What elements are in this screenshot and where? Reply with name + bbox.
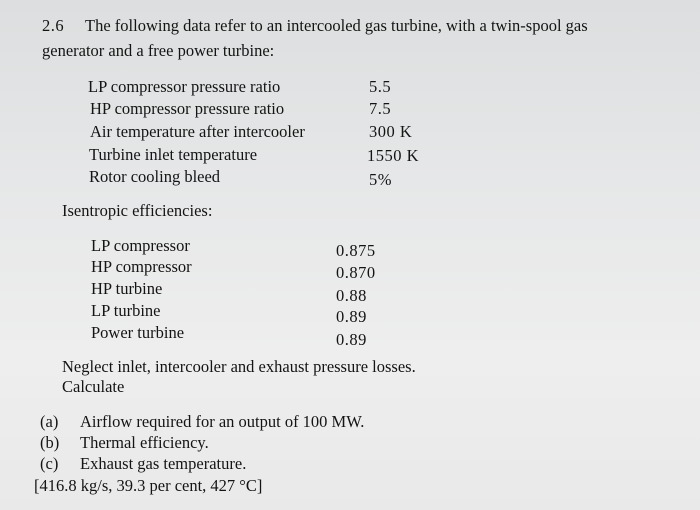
param-value: 5% (369, 170, 392, 189)
neglect-note: Neglect inlet, intercooler and exhaust p… (62, 357, 416, 376)
efficiency-label: LP compressor (91, 236, 190, 255)
efficiency-value: 0.88 (336, 286, 367, 305)
param-label: Air temperature after intercooler (90, 122, 305, 141)
question-marker: (c) (40, 454, 59, 473)
efficiency-label: HP compressor (91, 257, 192, 276)
param-value: 5.5 (369, 77, 392, 96)
answers: [416.8 kg/s, 39.3 per cent, 427 °C] (34, 476, 263, 495)
param-value: 7.5 (369, 99, 392, 118)
question-text: Airflow required for an output of 100 MW… (80, 412, 365, 431)
param-label: Rotor cooling bleed (89, 167, 221, 186)
intro-line-2: generator and a free power turbine: (42, 41, 275, 60)
efficiency-value: 0.870 (336, 263, 376, 282)
param-label: HP compressor pressure ratio (90, 99, 285, 118)
param-value: 300 K (369, 122, 413, 141)
param-value: 1550 K (367, 146, 420, 165)
efficiency-value: 0.875 (336, 241, 376, 260)
problem-number: 2.6 (42, 16, 65, 35)
intro-line-1: The following data refer to an intercool… (85, 16, 588, 35)
efficiencies-heading: Isentropic efficiencies: (62, 201, 213, 220)
efficiency-value: 0.89 (336, 330, 367, 349)
question-marker: (b) (40, 433, 60, 452)
param-label: LP compressor pressure ratio (88, 77, 281, 96)
efficiency-label: LP turbine (91, 301, 161, 320)
question-text: Exhaust gas temperature. (80, 454, 247, 473)
question-marker: (a) (40, 412, 59, 431)
efficiency-value: 0.89 (336, 307, 367, 326)
param-label: Turbine inlet temperature (89, 145, 258, 164)
question-text: Thermal efficiency. (80, 433, 209, 452)
efficiency-label: Power turbine (91, 323, 185, 342)
efficiency-label: HP turbine (91, 279, 163, 298)
calculate-heading: Calculate (62, 377, 125, 396)
